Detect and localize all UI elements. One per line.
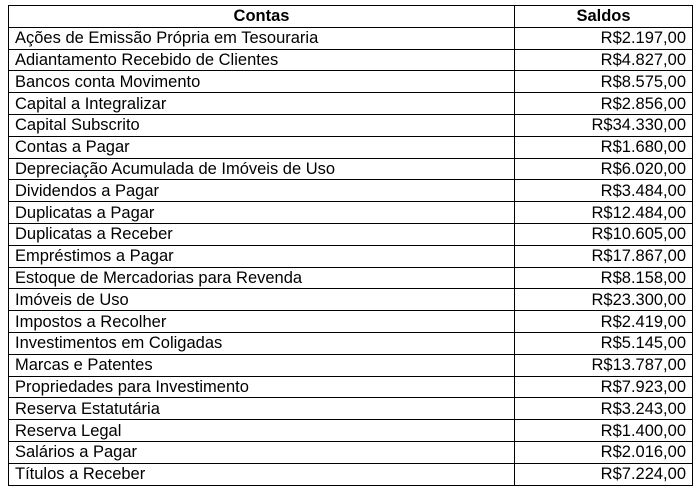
table-row: Marcas e Patentes R$13.787,00	[8, 353, 693, 377]
table-row: Propriedades para Investimento R$7.923,00	[8, 375, 693, 399]
table-row: Depreciação Acumulada de Imóveis de Uso R…	[8, 157, 693, 181]
table-row: Investimentos em Coligadas R$5.145,00	[8, 331, 693, 355]
header-contas: Contas	[8, 5, 515, 28]
balance-cell: R$6.020,00	[514, 157, 693, 181]
balance-cell: R$4.827,00	[514, 48, 693, 72]
account-name-cell: Adiantamento Recebido de Clientes	[8, 48, 515, 72]
table-row: Adiantamento Recebido de Clientes R$4.827…	[8, 48, 693, 72]
balance-cell: R$8.575,00	[514, 70, 693, 94]
account-name-cell: Bancos conta Movimento	[8, 70, 515, 94]
balance-cell: R$2.856,00	[514, 92, 693, 115]
table-row: Imóveis de Uso R$23.300,00	[8, 288, 693, 312]
balance-cell: R$17.867,00	[514, 244, 693, 268]
account-name-cell: Capital Subscrito	[8, 113, 515, 137]
table-row: Capital a Integralizar R$2.856,00	[8, 92, 693, 115]
table-row: Duplicatas a Pagar R$12.484,00	[8, 201, 693, 224]
balance-cell: R$1.400,00	[514, 419, 693, 442]
table-row: Contas a Pagar R$1.680,00	[8, 135, 693, 159]
table-row: Títulos a Receber R$7.224,00	[8, 462, 693, 486]
account-name-cell: Duplicatas a Pagar	[8, 201, 515, 224]
account-name-cell: Contas a Pagar	[8, 135, 515, 159]
account-name-cell: Dividendos a Pagar	[8, 179, 515, 203]
account-name-cell: Empréstimos a Pagar	[8, 244, 515, 268]
account-name-cell: Investimentos em Coligadas	[8, 331, 515, 355]
account-name-cell: Depreciação Acumulada de Imóveis de Uso	[8, 157, 515, 181]
account-name-cell: Duplicatas a Receber	[8, 222, 515, 246]
table-row: Ações de Emissão Própria em Tesouraria R$…	[8, 26, 693, 50]
table-row: Estoque de Mercadorias para Revenda R$8.1…	[8, 266, 693, 290]
table-row: Capital Subscrito R$34.330,00	[8, 113, 693, 137]
account-name-cell: Estoque de Mercadorias para Revenda	[8, 266, 515, 290]
table-row: Impostos a Recolher R$2.419,00	[8, 310, 693, 333]
balance-cell: R$7.224,00	[514, 462, 693, 486]
account-name-cell: Reserva Estatutária	[8, 397, 515, 421]
account-name-cell: Imóveis de Uso	[8, 288, 515, 312]
balance-cell: R$10.605,00	[514, 222, 693, 246]
account-name-cell: Salários a Pagar	[8, 440, 515, 464]
balance-cell: R$8.158,00	[514, 266, 693, 290]
balance-cell: R$1.680,00	[514, 135, 693, 159]
table-row: Duplicatas a Receber R$10.605,00	[8, 222, 693, 246]
account-name-cell: Capital a Integralizar	[8, 92, 515, 115]
balance-cell: R$23.300,00	[514, 288, 693, 312]
table-row: Reserva Legal R$1.400,00	[8, 419, 693, 442]
table-row: Dividendos a Pagar R$3.484,00	[8, 179, 693, 203]
balance-cell: R$34.330,00	[514, 113, 693, 137]
header-saldos: Saldos	[514, 5, 693, 28]
account-name-cell: Ações de Emissão Própria em Tesouraria	[8, 26, 515, 50]
table-row: Empréstimos a Pagar R$17.867,00	[8, 244, 693, 268]
account-name-cell: Marcas e Patentes	[8, 353, 515, 377]
header-row: Contas Saldos	[8, 5, 693, 28]
balance-cell: R$2.197,00	[514, 26, 693, 50]
balance-cell: R$2.419,00	[514, 310, 693, 333]
table-body: Ações de Emissão Própria em Tesouraria R$…	[8, 26, 693, 486]
balance-cell: R$7.923,00	[514, 375, 693, 399]
account-name-cell: Reserva Legal	[8, 419, 515, 442]
accounts-table: Contas Saldos Ações de Emissão Própria e…	[8, 5, 693, 486]
balance-cell: R$2.016,00	[514, 440, 693, 464]
account-name-cell: Títulos a Receber	[8, 462, 515, 486]
balance-cell: R$3.243,00	[514, 397, 693, 421]
balance-cell: R$3.484,00	[514, 179, 693, 203]
table-row: Salários a Pagar R$2.016,00	[8, 440, 693, 464]
table-row: Reserva Estatutária R$3.243,00	[8, 397, 693, 421]
balance-cell: R$13.787,00	[514, 353, 693, 377]
table-row: Bancos conta Movimento R$8.575,00	[8, 70, 693, 94]
balance-cell: R$12.484,00	[514, 201, 693, 224]
account-name-cell: Propriedades para Investimento	[8, 375, 515, 399]
balance-cell: R$5.145,00	[514, 331, 693, 355]
account-name-cell: Impostos a Recolher	[8, 310, 515, 333]
